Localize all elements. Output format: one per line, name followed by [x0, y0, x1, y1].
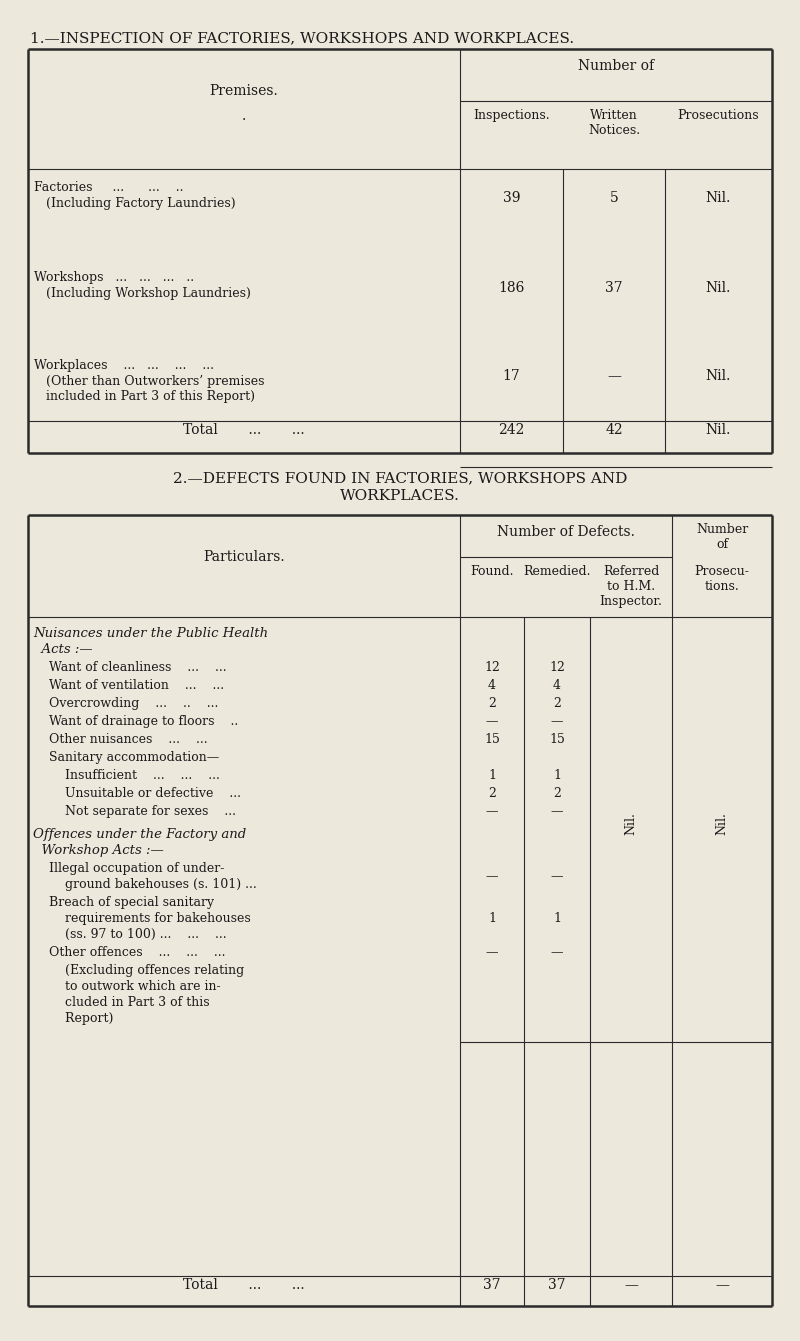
- Text: 4: 4: [553, 679, 561, 692]
- Text: —: —: [550, 805, 563, 818]
- Text: Unsuitable or defective    ...: Unsuitable or defective ...: [33, 787, 241, 801]
- Text: Offences under the Factory and: Offences under the Factory and: [33, 827, 246, 841]
- Text: Workshops   ...   ...   ...   ..: Workshops ... ... ... ..: [34, 271, 194, 284]
- Text: cluded in Part 3 of this: cluded in Part 3 of this: [33, 996, 210, 1008]
- Text: 2: 2: [553, 787, 561, 801]
- Text: Number
of: Number of: [696, 523, 748, 551]
- Text: 2.—DEFECTS FOUND IN FACTORIES, WORKSHOPS AND: 2.—DEFECTS FOUND IN FACTORIES, WORKSHOPS…: [173, 471, 627, 485]
- Text: (Other than Outworkers’ premises: (Other than Outworkers’ premises: [46, 375, 265, 388]
- Text: Premises.: Premises.: [210, 84, 278, 98]
- Text: —: —: [550, 945, 563, 959]
- Text: Illegal occupation of under-: Illegal occupation of under-: [33, 862, 224, 874]
- Text: to outwork which are in-: to outwork which are in-: [33, 980, 221, 992]
- Text: 39: 39: [502, 190, 520, 205]
- Text: Nil.: Nil.: [706, 369, 731, 384]
- Text: Particulars.: Particulars.: [203, 550, 285, 565]
- Text: 5: 5: [610, 190, 618, 205]
- Text: 42: 42: [605, 422, 623, 437]
- Text: (ss. 97 to 100) ...    ...    ...: (ss. 97 to 100) ... ... ...: [33, 928, 226, 941]
- Text: 15: 15: [484, 734, 500, 746]
- Text: Other offences    ...    ...    ...: Other offences ... ... ...: [33, 945, 226, 959]
- Text: Found.: Found.: [470, 565, 514, 578]
- Text: 15: 15: [549, 734, 565, 746]
- Text: —: —: [486, 805, 498, 818]
- Text: Workshop Acts :—: Workshop Acts :—: [33, 843, 164, 857]
- Text: 186: 186: [498, 282, 525, 295]
- Text: 37: 37: [483, 1278, 501, 1291]
- Text: —: —: [486, 945, 498, 959]
- Text: —: —: [624, 1278, 638, 1291]
- Text: Nil.: Nil.: [706, 190, 731, 205]
- Text: (Including Factory Laundries): (Including Factory Laundries): [46, 197, 236, 211]
- Text: ground bakehouses (s. 101) ...: ground bakehouses (s. 101) ...: [33, 878, 257, 890]
- Text: Not separate for sexes    ...: Not separate for sexes ...: [33, 805, 236, 818]
- Text: requirements for bakehouses: requirements for bakehouses: [33, 912, 250, 925]
- Text: 1: 1: [553, 768, 561, 782]
- Text: —: —: [550, 715, 563, 728]
- Text: Nil.: Nil.: [715, 813, 729, 835]
- Text: Inspections.: Inspections.: [473, 109, 550, 122]
- Text: —: —: [550, 870, 563, 882]
- Text: —: —: [607, 369, 621, 384]
- Text: —: —: [715, 1278, 729, 1291]
- Text: Sanitary accommodation—: Sanitary accommodation—: [33, 751, 219, 764]
- Text: Number of Defects.: Number of Defects.: [497, 524, 635, 539]
- Text: Insufficient    ...    ...    ...: Insufficient ... ... ...: [33, 768, 220, 782]
- Text: Written
Notices.: Written Notices.: [588, 109, 640, 137]
- Text: 1.—INSPECTION OF FACTORIES, WORKSHOPS AND WORKPLACES.: 1.—INSPECTION OF FACTORIES, WORKSHOPS AN…: [30, 31, 574, 46]
- Text: Breach of special sanitary: Breach of special sanitary: [33, 896, 214, 909]
- Text: included in Part 3 of this Report): included in Part 3 of this Report): [46, 390, 255, 404]
- Text: Remedied.: Remedied.: [523, 565, 590, 578]
- Text: Overcrowding    ...    ..    ...: Overcrowding ... .. ...: [33, 697, 218, 709]
- Text: Nuisances under the Public Health: Nuisances under the Public Health: [33, 628, 268, 640]
- Text: Workplaces    ...   ...    ...    ...: Workplaces ... ... ... ...: [34, 359, 214, 371]
- Text: Nil.: Nil.: [706, 422, 731, 437]
- Text: Report): Report): [33, 1012, 114, 1025]
- Text: 37: 37: [605, 282, 623, 295]
- Text: Want of drainage to floors    ..: Want of drainage to floors ..: [33, 715, 238, 728]
- Text: 37: 37: [548, 1278, 566, 1291]
- Text: Want of cleanliness    ...    ...: Want of cleanliness ... ...: [33, 661, 226, 675]
- Text: Prosecu-
tions.: Prosecu- tions.: [694, 565, 750, 593]
- Text: Total       ...       ...: Total ... ...: [183, 422, 305, 437]
- Text: 12: 12: [549, 661, 565, 675]
- Text: WORKPLACES.: WORKPLACES.: [340, 489, 460, 503]
- Text: Other nuisances    ...    ...: Other nuisances ... ...: [33, 734, 208, 746]
- Text: Want of ventilation    ...    ...: Want of ventilation ... ...: [33, 679, 224, 692]
- Text: 12: 12: [484, 661, 500, 675]
- Text: Prosecutions: Prosecutions: [678, 109, 759, 122]
- Text: 1: 1: [488, 912, 496, 925]
- Text: Acts :—: Acts :—: [33, 642, 93, 656]
- Text: —: —: [486, 870, 498, 882]
- Text: (Excluding offences relating: (Excluding offences relating: [33, 964, 244, 978]
- Text: Number of: Number of: [578, 59, 654, 72]
- Text: 1: 1: [553, 912, 561, 925]
- Text: 2: 2: [553, 697, 561, 709]
- Text: Factories     ...      ...    ..: Factories ... ... ..: [34, 181, 183, 194]
- Text: 2: 2: [488, 697, 496, 709]
- Text: .: .: [242, 109, 246, 123]
- Text: Total       ...       ...: Total ... ...: [183, 1278, 305, 1291]
- Text: —: —: [486, 715, 498, 728]
- Text: 1: 1: [488, 768, 496, 782]
- Text: 242: 242: [498, 422, 525, 437]
- Text: 2: 2: [488, 787, 496, 801]
- Text: Referred
to H.M.
Inspector.: Referred to H.M. Inspector.: [599, 565, 662, 607]
- Text: Nil.: Nil.: [706, 282, 731, 295]
- Text: (Including Workshop Laundries): (Including Workshop Laundries): [46, 287, 251, 300]
- Text: Nil.: Nil.: [625, 813, 638, 835]
- Text: 4: 4: [488, 679, 496, 692]
- Text: 17: 17: [502, 369, 520, 384]
